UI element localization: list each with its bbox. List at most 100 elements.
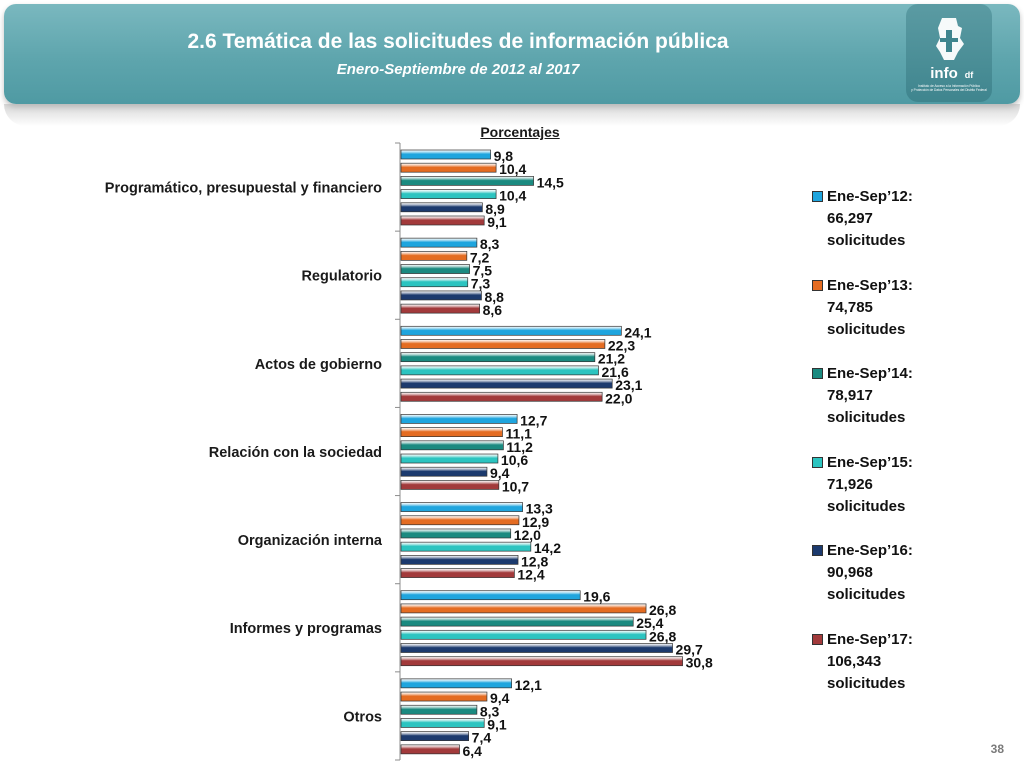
bar bbox=[400, 378, 613, 389]
bar bbox=[400, 202, 483, 213]
data-label: 29,7 bbox=[676, 642, 703, 658]
data-label: 26,8 bbox=[649, 602, 676, 618]
bar bbox=[400, 365, 599, 376]
data-label: 14,5 bbox=[537, 174, 564, 190]
data-label: 22,3 bbox=[608, 337, 635, 353]
data-label: 22,0 bbox=[605, 390, 632, 406]
bar bbox=[400, 189, 497, 199]
category-label: Informes y programas bbox=[230, 621, 382, 637]
category-label: Actos de gobierno bbox=[255, 357, 382, 373]
data-label: 10,4 bbox=[499, 188, 526, 204]
bar bbox=[400, 643, 673, 653]
bar bbox=[400, 691, 488, 702]
legend-series-count: 90,968 bbox=[827, 564, 873, 581]
legend-item: Ene-Sep’12: 66,297 solicitudes bbox=[812, 186, 992, 275]
bar bbox=[400, 629, 647, 640]
data-label: 7,2 bbox=[470, 249, 490, 265]
bar bbox=[400, 277, 469, 288]
bar bbox=[400, 466, 488, 477]
bar bbox=[400, 440, 504, 451]
legend-series-unit: solicitudes bbox=[827, 674, 906, 692]
data-label: 19,6 bbox=[583, 589, 610, 605]
data-label: 7,4 bbox=[472, 730, 492, 746]
data-label: 6,4 bbox=[463, 743, 483, 759]
data-label: 10,4 bbox=[499, 161, 526, 177]
category-label: Programático, presupuestal y financiero bbox=[105, 181, 382, 197]
data-label: 9,4 bbox=[490, 465, 510, 481]
legend-swatch bbox=[812, 368, 823, 379]
bar bbox=[400, 656, 683, 667]
legend-series-count: 74,785 bbox=[827, 298, 873, 316]
bar bbox=[400, 149, 491, 160]
x-axis-title: Porcentajes bbox=[480, 124, 560, 140]
legend-series-count: 106,343 bbox=[827, 652, 882, 670]
bar bbox=[400, 744, 460, 755]
legend-item: Ene-Sep’14: 78,917 solicitudes bbox=[812, 363, 992, 452]
data-label: 26,8 bbox=[649, 628, 676, 644]
page-number: 38 bbox=[990, 742, 1004, 756]
data-label: 9,1 bbox=[487, 716, 507, 732]
bar bbox=[400, 603, 647, 614]
data-label: 8,9 bbox=[485, 201, 505, 217]
legend-series-unit: solicitudes bbox=[827, 320, 906, 338]
legend-series-unit: solicitudes bbox=[827, 409, 906, 426]
bar bbox=[400, 555, 519, 565]
logo-emblem-icon: info df Instituto de Acceso a la Informa… bbox=[911, 18, 987, 92]
logo-caption-1: Instituto de Acceso a la Información Púb… bbox=[918, 84, 980, 88]
data-label: 10,7 bbox=[502, 478, 529, 494]
bar bbox=[400, 528, 512, 539]
legend-series-name: Ene-Sep’15: bbox=[827, 453, 913, 471]
data-label: 12,1 bbox=[515, 677, 542, 693]
bar bbox=[400, 162, 497, 173]
data-label: 13,3 bbox=[526, 501, 553, 517]
legend-series-unit: solicitudes bbox=[827, 586, 906, 603]
data-label: 23,1 bbox=[615, 377, 642, 393]
bar bbox=[400, 568, 515, 578]
chart-legend: Ene-Sep’12: 66,297 solicitudes Ene-Sep’1… bbox=[812, 186, 992, 717]
bar bbox=[400, 325, 622, 336]
bar bbox=[400, 590, 581, 601]
legend-swatch bbox=[812, 456, 823, 468]
data-label: 8,3 bbox=[480, 236, 500, 252]
infodf-logo: info df Instituto de Acceso a la Informa… bbox=[906, 4, 992, 102]
data-label: 11,1 bbox=[505, 426, 532, 442]
legend-series-name: Ene-Sep’14: bbox=[827, 365, 913, 382]
data-label: 12,0 bbox=[514, 527, 541, 543]
bar bbox=[400, 352, 596, 363]
bar bbox=[400, 453, 499, 464]
data-label: 10,6 bbox=[501, 452, 528, 468]
header-banner bbox=[4, 4, 1020, 104]
data-label: 9,1 bbox=[487, 214, 507, 230]
data-label: 8,3 bbox=[480, 703, 500, 719]
bar bbox=[400, 616, 634, 627]
data-label: 12,9 bbox=[522, 514, 549, 530]
bar bbox=[400, 414, 518, 424]
data-label: 11,2 bbox=[506, 439, 533, 455]
legend-series-count: 71,926 bbox=[827, 475, 873, 493]
data-label: 9,4 bbox=[490, 690, 510, 706]
legend-series-count: 66,297 bbox=[827, 210, 873, 227]
bar bbox=[400, 480, 500, 490]
data-label: 12,8 bbox=[521, 553, 548, 569]
legend-item: Ene-Sep’16: 90,968 solicitudes bbox=[812, 540, 992, 629]
bar bbox=[400, 303, 480, 314]
legend-series-unit: solicitudes bbox=[827, 497, 906, 515]
legend-swatch bbox=[812, 191, 823, 202]
legend-series-name: Ene-Sep’12: bbox=[827, 188, 913, 205]
category-label: Otros bbox=[343, 709, 382, 725]
legend-item: Ene-Sep’17: 106,343 solicitudes bbox=[812, 629, 992, 718]
legend-series-name: Ene-Sep’13: bbox=[827, 276, 913, 294]
data-label: 30,8 bbox=[686, 655, 713, 671]
page-title: 2.6 Temática de las solicitudes de infor… bbox=[187, 30, 729, 53]
legend-series-unit: solicitudes bbox=[827, 232, 906, 249]
category-label: Relación con la sociedad bbox=[209, 445, 382, 461]
page-subtitle: Enero-Septiembre de 2012 al 2017 bbox=[336, 61, 580, 78]
bar bbox=[400, 704, 478, 715]
data-label: 8,6 bbox=[483, 302, 503, 318]
bar bbox=[400, 339, 606, 349]
legend-swatch bbox=[812, 633, 823, 645]
legend-item: Ene-Sep’13: 74,785 solicitudes bbox=[812, 275, 992, 364]
data-label: 21,6 bbox=[601, 364, 628, 380]
bar bbox=[400, 264, 470, 274]
